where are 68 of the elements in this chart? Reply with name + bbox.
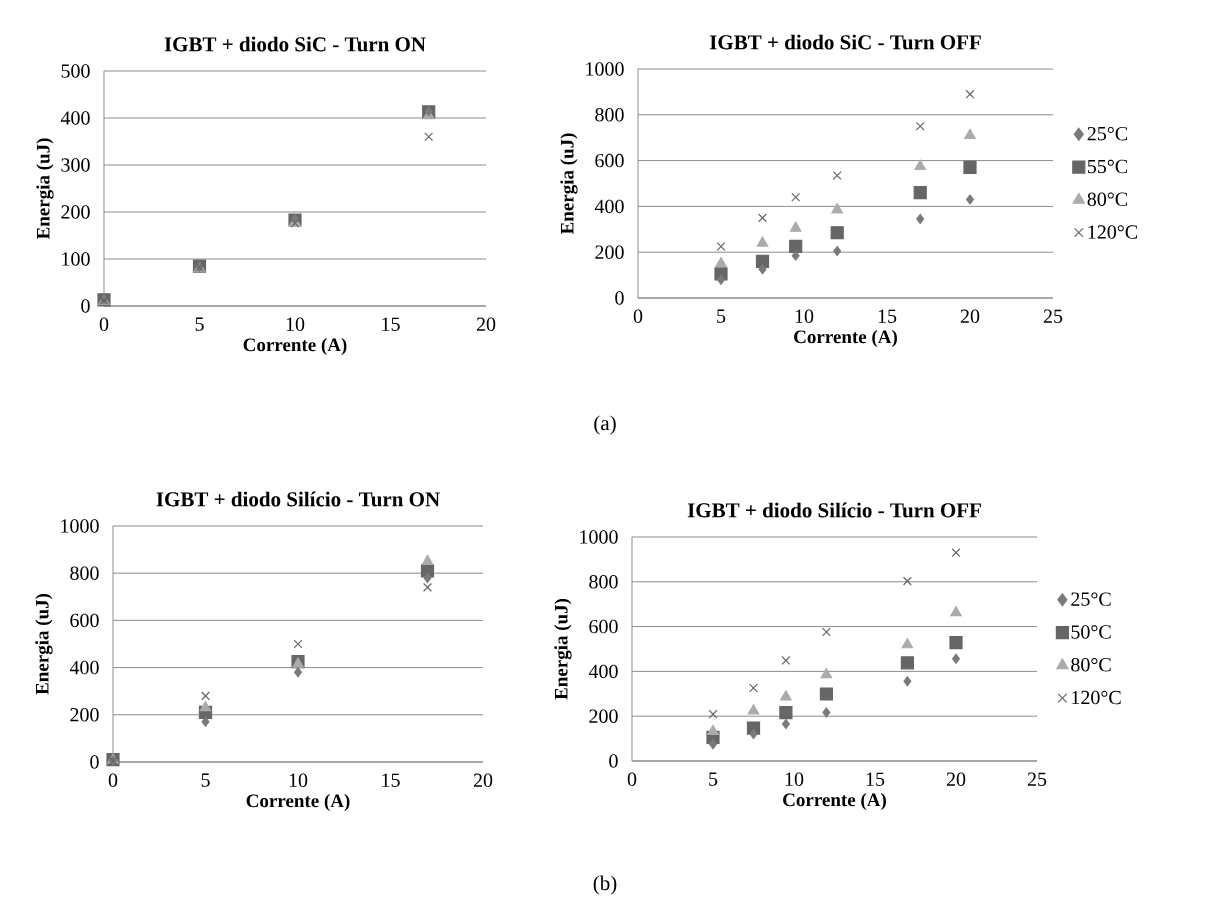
x-tick-label: 15 — [382, 317, 400, 331]
x-tick-label: 0 — [108, 773, 118, 788]
x-tick-label: 10 — [795, 309, 814, 324]
x-tick-label: 0 — [99, 317, 109, 332]
y-tick-label: 0 — [90, 755, 99, 769]
x-tick-label: 5 — [717, 309, 726, 323]
x-tick-label: 0 — [633, 309, 643, 324]
chart-title: IGBT + diodo SiC - Turn OFF — [709, 34, 981, 50]
y-tick-label: 0 — [81, 299, 90, 313]
y-tick-label: 400 — [69, 660, 99, 675]
x-tick-label: 0 — [627, 772, 637, 787]
y-tick-label: 0 — [609, 754, 618, 768]
chart-title: IGBT + diodo Silício - Turn OFF — [687, 502, 981, 518]
y-tick-label: 500 — [61, 64, 90, 78]
x-axis-title: Corrente (A) — [783, 792, 886, 811]
legend-label: 55°C — [1087, 159, 1128, 174]
y-tick-label: 200 — [595, 245, 624, 259]
x-tick-label: 15 — [878, 309, 897, 323]
legend-label: 25°C — [1071, 592, 1111, 606]
x-tick-label: 20 — [960, 309, 980, 324]
chart-title: IGBT + diodo SiC - Turn ON — [164, 36, 426, 52]
x-tick-label: 10 — [286, 317, 305, 332]
y-tick-label: 400 — [594, 199, 624, 214]
x-tick-label: 5 — [195, 317, 204, 331]
y-tick-label: 200 — [589, 709, 618, 723]
y-tick-label: 800 — [589, 575, 618, 589]
legend-label: 50°C — [1071, 625, 1111, 639]
y-tick-label: 400 — [588, 664, 618, 679]
y-tick-label: 600 — [70, 613, 99, 628]
x-tick-label: 15 — [866, 772, 885, 786]
x-tick-label: 20 — [946, 772, 966, 787]
legend-label: 120°C — [1088, 225, 1138, 239]
x-tick-label: 20 — [476, 317, 496, 332]
x-tick-label: 10 — [785, 772, 804, 787]
x-axis-title: Corrente (A) — [794, 329, 897, 348]
y-tick-label: 600 — [595, 153, 624, 168]
y-tick-label: 0 — [615, 291, 624, 305]
y-axis-title: Energia (uJ) — [36, 138, 54, 240]
x-tick-label: 15 — [382, 773, 400, 787]
y-tick-label: 200 — [61, 205, 90, 219]
legend-label: 120°C — [1072, 690, 1121, 705]
x-tick-label: 20 — [473, 773, 493, 788]
y-tick-label: 600 — [589, 619, 618, 634]
x-tick-label: 25 — [1043, 309, 1063, 323]
x-tick-label: 5 — [709, 772, 718, 786]
y-tick-label: 800 — [595, 108, 624, 122]
y-axis-title: Energia (uJ) — [35, 593, 53, 695]
y-tick-label: 800 — [70, 566, 99, 580]
y-tick-label: 100 — [62, 252, 90, 266]
y-tick-label: 300 — [61, 158, 90, 172]
x-tick-label: 25 — [1027, 772, 1047, 786]
x-tick-label: 10 — [289, 773, 308, 788]
legend-label: 25°C — [1087, 126, 1128, 141]
chart-title: IGBT + diodo Silício - Turn ON — [156, 491, 440, 507]
y-tick-label: 400 — [60, 111, 90, 125]
x-axis-title: Corrente (A) — [243, 337, 347, 356]
x-axis-title: Corrente (A) — [246, 793, 350, 812]
legend-label: 80°C — [1087, 192, 1128, 206]
y-tick-label: 1000 — [580, 530, 618, 544]
x-tick-label: 5 — [201, 773, 210, 787]
text: (a) — [594, 415, 616, 435]
y-tick-label: 1000 — [61, 519, 99, 533]
legend-label: 80°C — [1071, 657, 1111, 672]
text: (b) — [593, 875, 617, 895]
y-axis-title: Energia (uJ) — [554, 598, 572, 700]
y-tick-label: 200 — [70, 708, 99, 722]
y-tick-label: 1000 — [586, 62, 624, 76]
y-axis-title: Energia (uJ) — [560, 133, 578, 235]
